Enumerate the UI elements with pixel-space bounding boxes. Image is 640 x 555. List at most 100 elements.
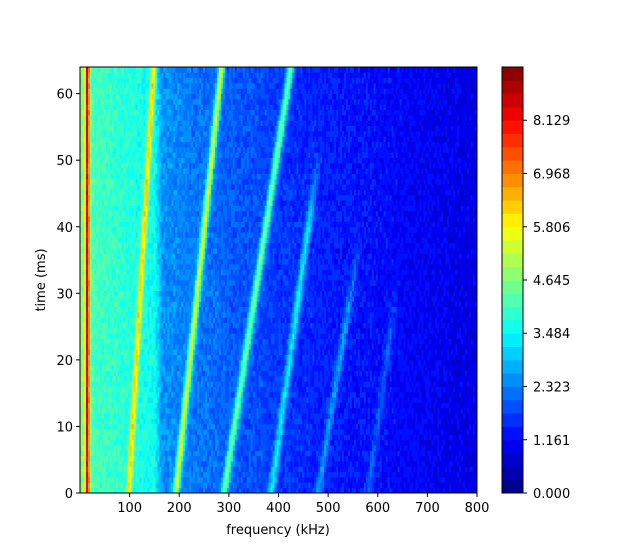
heatmap-cell xyxy=(353,434,357,441)
heatmap-cell xyxy=(115,434,119,441)
heatmap-cell xyxy=(216,386,220,393)
heatmap-cell xyxy=(312,487,315,494)
heatmap-cell xyxy=(272,418,275,425)
heatmap-cell xyxy=(340,359,343,366)
heatmap-cell xyxy=(111,429,115,435)
heatmap-cell xyxy=(471,359,474,366)
heatmap-cell xyxy=(169,455,172,462)
heatmap-cell xyxy=(447,391,450,398)
heatmap-cell xyxy=(306,482,309,489)
heatmap-cell xyxy=(334,418,337,425)
heatmap-cell xyxy=(387,429,391,435)
heatmap-cell xyxy=(179,471,182,478)
heatmap-cell xyxy=(207,450,210,457)
heatmap-cell xyxy=(441,423,444,430)
heatmap-cell xyxy=(143,407,146,414)
heatmap-cell xyxy=(375,407,379,414)
heatmap-cell xyxy=(338,455,341,462)
heatmap-cell xyxy=(83,450,87,457)
heatmap-cell xyxy=(359,434,363,441)
heatmap-cell xyxy=(351,365,355,371)
heatmap-cell xyxy=(258,477,262,483)
heatmap-cell xyxy=(230,397,234,403)
heatmap-cell xyxy=(463,365,466,371)
heatmap-cell xyxy=(401,487,404,494)
heatmap-cell xyxy=(248,359,252,366)
heatmap-cell xyxy=(256,466,260,473)
heatmap-cell xyxy=(369,482,373,489)
heatmap-cell xyxy=(345,445,349,451)
heatmap-cell xyxy=(85,434,89,441)
heatmap-cell xyxy=(447,423,450,430)
heatmap-cell xyxy=(151,429,154,435)
heatmap-cell xyxy=(264,359,267,366)
heatmap-cell xyxy=(246,450,250,457)
heatmap-cell xyxy=(334,407,337,414)
heatmap-cell xyxy=(431,407,434,414)
heatmap-cell xyxy=(433,402,436,409)
heatmap-cell xyxy=(441,381,444,387)
heatmap-cell xyxy=(183,434,186,441)
heatmap-cell xyxy=(345,375,349,382)
heatmap-cell xyxy=(443,365,446,371)
heatmap-cell xyxy=(97,487,101,494)
heatmap-cell xyxy=(137,466,140,473)
heatmap-cell xyxy=(401,471,404,478)
heatmap-cell xyxy=(163,477,166,483)
heatmap-cell xyxy=(326,391,329,398)
heatmap-cell xyxy=(161,439,164,446)
heatmap-cell xyxy=(427,402,430,409)
heatmap-cell xyxy=(157,471,160,478)
heatmap-cell xyxy=(274,477,277,483)
heatmap-cell xyxy=(447,487,450,494)
heatmap-cell xyxy=(347,471,351,478)
heatmap-cell xyxy=(344,413,347,419)
heatmap-cell xyxy=(330,381,333,387)
heatmap-cell xyxy=(127,375,131,382)
heatmap-cell xyxy=(373,391,377,398)
heatmap-cell xyxy=(427,450,430,457)
heatmap-cell xyxy=(401,450,404,457)
heatmap-cell xyxy=(453,450,456,457)
heatmap-cell xyxy=(117,434,121,441)
heatmap-cell xyxy=(105,471,109,478)
heatmap-cell xyxy=(256,381,260,387)
heatmap-cell xyxy=(97,397,101,403)
heatmap-cell xyxy=(320,466,323,473)
heatmap-cell xyxy=(209,381,212,387)
heatmap-cell xyxy=(220,365,224,371)
heatmap-cell xyxy=(326,423,329,430)
heatmap-cell xyxy=(213,439,216,446)
heatmap-cell xyxy=(421,482,424,489)
heatmap-cell xyxy=(228,477,232,483)
heatmap-cell xyxy=(421,423,424,430)
heatmap-cell xyxy=(383,429,387,435)
heatmap-cell xyxy=(312,455,315,462)
heatmap-cell xyxy=(403,445,406,451)
heatmap-cell xyxy=(415,477,418,483)
heatmap-cell xyxy=(163,391,166,398)
heatmap-cell xyxy=(471,466,474,473)
heatmap-cell xyxy=(415,423,418,430)
heatmap-cell xyxy=(95,487,99,494)
heatmap-cell xyxy=(139,482,142,489)
heatmap-cell xyxy=(226,413,230,419)
heatmap-cell xyxy=(349,429,353,435)
heatmap-cell xyxy=(391,455,395,462)
heatmap-cell xyxy=(151,386,154,393)
heatmap-cell xyxy=(220,487,224,494)
heatmap-cell xyxy=(195,477,198,483)
heatmap-cell xyxy=(183,391,186,398)
heatmap-cell xyxy=(260,418,264,425)
heatmap-cell xyxy=(449,397,452,403)
heatmap-cell xyxy=(447,381,450,387)
heatmap-cell xyxy=(274,487,277,494)
heatmap-cell xyxy=(409,461,412,467)
heatmap-cell xyxy=(258,365,262,371)
heatmap-cell xyxy=(475,439,478,446)
heatmap-cell xyxy=(359,487,363,494)
heatmap-cell xyxy=(185,365,188,371)
heatmap-cell xyxy=(467,381,470,387)
heatmap-cell xyxy=(258,429,262,435)
heatmap-cell xyxy=(377,455,381,462)
